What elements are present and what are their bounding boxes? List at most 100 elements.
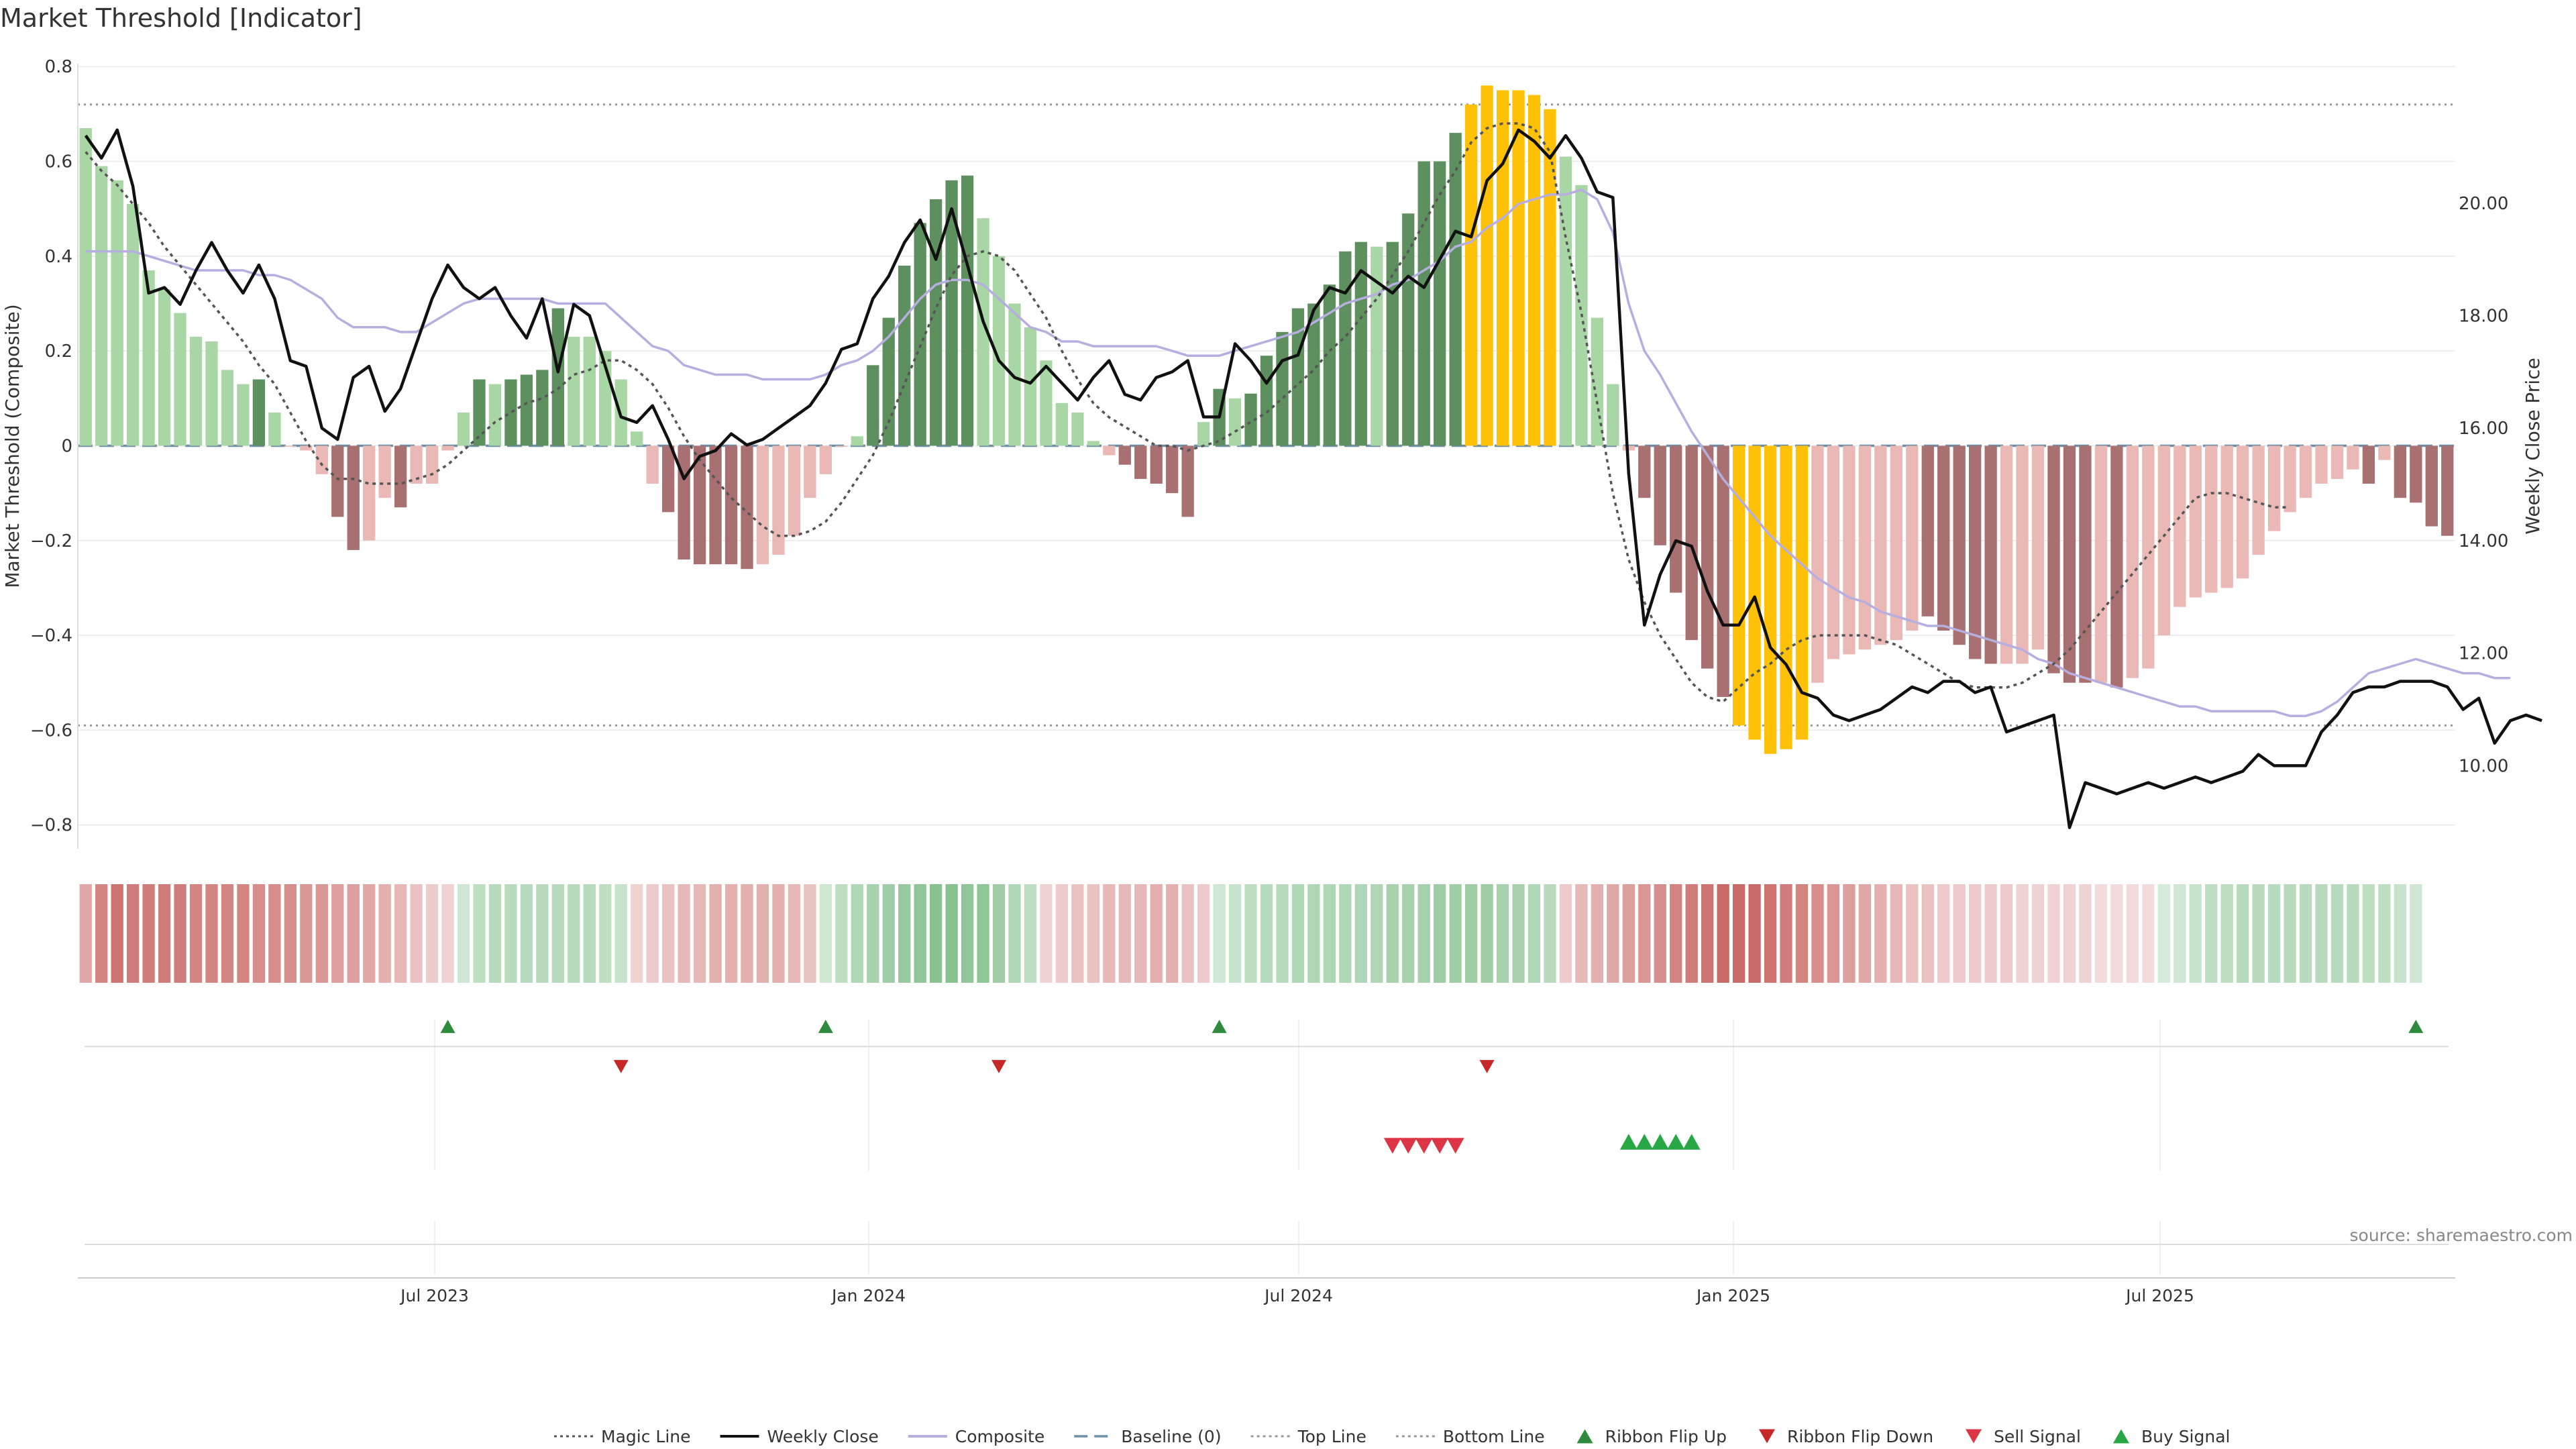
ribbon-cell [678,884,690,983]
composite-bar [1181,445,1194,517]
legend: Magic Line Weekly Close Composite Baseline … [554,1427,2231,1446]
composite-bar [1150,445,1163,484]
ribbon-cell [488,884,502,983]
ribbon-cell [1024,884,1037,983]
composite-bar [1890,445,1902,641]
ribbon-cell [756,884,769,983]
ribbon-cell [347,884,360,983]
composite-bar [1937,445,1950,631]
ribbon-cell [2047,884,2060,983]
ribbon-cell [457,884,470,983]
composite-bar [410,445,423,484]
y-tick-label-right: 20.00 [2459,194,2508,214]
composite-bar [2425,445,2438,527]
composite-bar [1166,445,1179,494]
legend-item: Weekly Close [720,1427,879,1446]
legend-swatch [1576,1429,1593,1444]
ribbon-flip-up-marker [818,1020,833,1033]
y-tick-label-left: 0.8 [45,57,72,77]
composite-bar [158,289,171,446]
composite-bar [1071,413,1084,446]
composite-bar [1559,156,1572,446]
ribbon-cell [1685,884,1698,983]
buy-signal-marker [1635,1134,1654,1150]
composite-bar [174,313,186,446]
ribbon-cell [1071,884,1084,983]
composite-bar [961,175,974,446]
composite-bar [1417,161,1430,446]
composite-bar [1134,445,1147,479]
ribbon-cell [363,884,376,983]
composite-bar [425,445,439,484]
ribbon-cell [2347,884,2359,983]
composite-bar [1654,445,1666,545]
ribbon-cell [2063,884,2076,983]
ribbon-cell [425,884,439,983]
ribbon-cell [473,884,486,983]
legend-label: Ribbon Flip Up [1605,1427,1727,1446]
composite-bar [536,370,549,446]
composite-bar [1354,241,1367,446]
composite-bar [2094,445,2108,683]
ribbon-cell [1780,884,1792,983]
ribbon-cell [2000,884,2013,983]
composite-bar [1024,327,1037,446]
y-axis-label-right: Weekly Close Price [2522,358,2544,534]
composite-bar [1906,445,1919,631]
ribbon-cell [1386,884,1399,983]
composite-bar [1449,133,1462,446]
legend-label: Top Line [1297,1427,1366,1446]
x-tick-label: Jul 2024 [1263,1286,1333,1305]
ribbon-cell [189,884,203,983]
composite-bar [709,445,722,565]
x-tick-label: Jan 2024 [830,1286,906,1305]
ribbon-cell [441,884,454,983]
y-tick-label-right: 16.00 [2459,419,2508,439]
sell-signal-marker [1415,1138,1433,1154]
composite-bar [1748,445,1761,740]
ribbon-cell [174,884,186,983]
ribbon-cell [2330,884,2344,983]
composite-bar [2267,445,2281,531]
sell-signal-marker [1431,1138,1449,1154]
y-tick-label-left: 0.6 [45,152,72,172]
composite-bar [1434,161,1446,446]
ribbon-cell [1984,884,1997,983]
trend-ribbon [79,884,2422,983]
legend-label: Ribbon Flip Down [1787,1427,1933,1446]
ribbon-cell [1795,884,1809,983]
ribbon-cell [2236,884,2249,983]
composite-bar [1638,445,1651,498]
ribbon-cell [992,884,1006,983]
composite-bar [724,445,738,565]
ribbon-cell [914,884,926,983]
legend-item: Baseline (0) [1074,1427,1222,1446]
ribbon-flip-up-marker [2408,1020,2424,1033]
ribbon-cell [551,884,564,983]
ribbon-cell [1937,884,1950,983]
ribbon-cell [1575,884,1588,983]
composite-bar [268,413,281,446]
ribbon-cell [1512,884,1525,983]
composite-bar [568,336,580,446]
composite-bar [929,199,943,446]
ribbon-cell [1953,884,1966,983]
composite-bar [661,445,675,513]
ribbon-cell [2031,884,2045,983]
sell-signal-marker [1383,1138,1401,1154]
composite-bar [2205,445,2218,593]
composite-bar [2174,445,2186,607]
composite-bar [2284,445,2296,513]
composite-bar [1244,393,1257,446]
composite-bar [2031,445,2045,650]
ribbon-cell [851,884,863,983]
y-tick-label-left: −0.2 [30,531,72,551]
composite-bar [551,308,564,446]
composite-bar [189,336,203,446]
ribbon-cell [142,884,155,983]
legend-item: Composite [908,1427,1044,1446]
ribbon-cell [1354,884,1367,983]
ribbon-cell [95,884,108,983]
composite-bar [1260,356,1273,446]
